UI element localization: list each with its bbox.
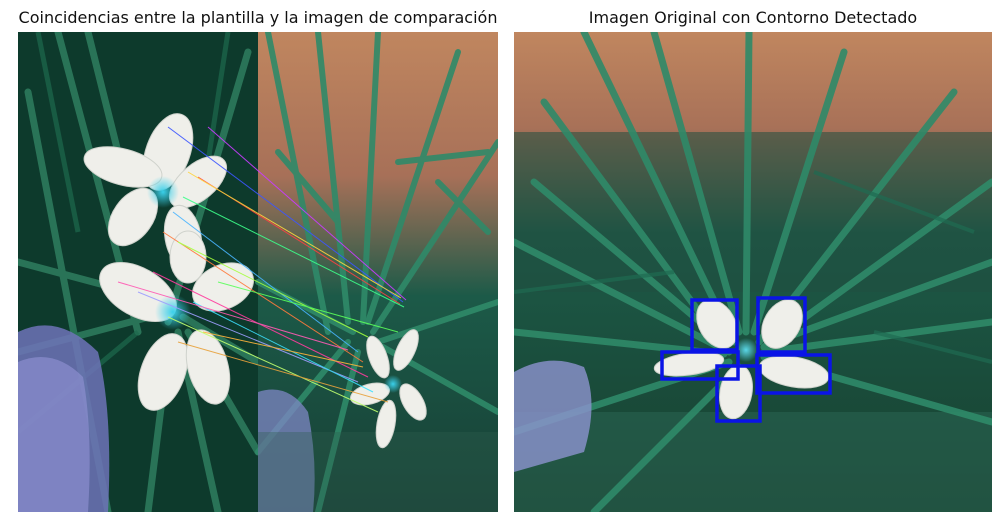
matches-image-panel xyxy=(18,32,498,512)
detected-box xyxy=(690,298,739,352)
right-panel-title: Imagen Original con Contorno Detectado xyxy=(588,8,918,27)
matches-image xyxy=(18,32,498,512)
left-panel-title: Coincidencias entre la plantilla y la im… xyxy=(18,8,498,27)
template-image xyxy=(18,32,262,512)
detected-contour-boxes xyxy=(660,296,832,423)
comparison-image xyxy=(255,32,498,512)
detected-contour-image-panel xyxy=(514,32,992,512)
detected-box xyxy=(756,296,807,354)
match-lines xyxy=(117,126,407,413)
detected-contour-image xyxy=(514,32,992,512)
detected-box xyxy=(755,353,832,395)
detected-box xyxy=(715,364,762,423)
